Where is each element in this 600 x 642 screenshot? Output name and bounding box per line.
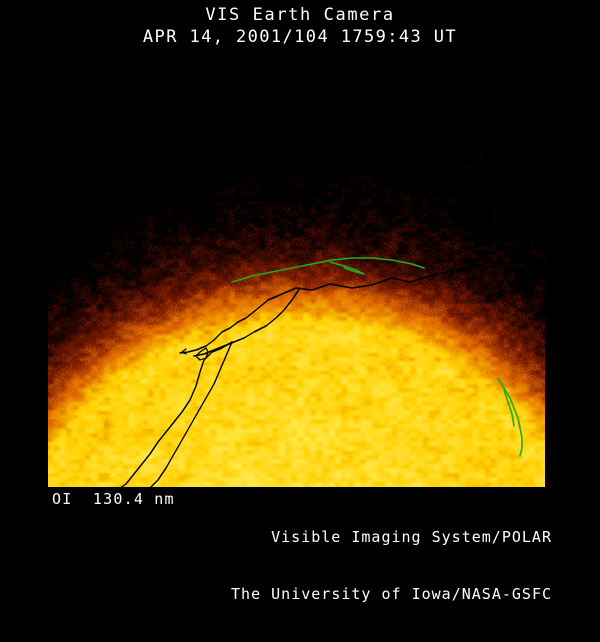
wavelength-label: OI 130.4 nm: [52, 490, 175, 508]
header-title-block: VIS Earth Camera APR 14, 2001/104 1759:4…: [0, 4, 600, 48]
page-title: VIS Earth Camera: [205, 5, 395, 25]
credit-line-institution: The University of Iowa/NASA-GSFC: [231, 585, 552, 603]
earth-airglow-image: [0, 60, 600, 488]
footer-caption-block: OI 130.4 nm Visible Imaging System/POLAR…: [0, 488, 600, 603]
observation-timestamp: APR 14, 2001/104 1759:43 UT: [142, 27, 458, 47]
credit-block: Visible Imaging System/POLAR The Univers…: [231, 490, 552, 642]
earth-image-area: [0, 60, 600, 488]
credit-line-instrument: Visible Imaging System/POLAR: [271, 528, 552, 546]
vis-earth-camera-viewer: VIS Earth Camera APR 14, 2001/104 1759:4…: [0, 4, 600, 603]
